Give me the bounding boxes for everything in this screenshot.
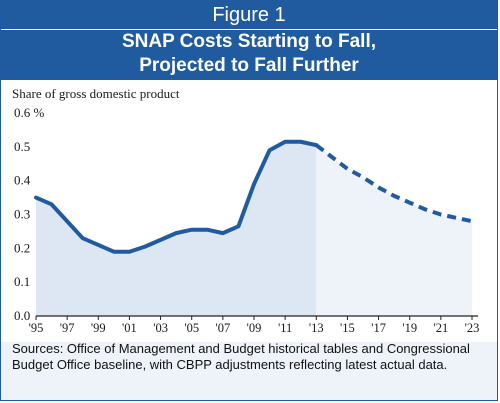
projected-area-fill — [316, 145, 472, 316]
y-tick-label: 0.2 — [14, 240, 30, 255]
y-tick-label: 0.4 — [14, 173, 31, 188]
x-tick-label: '05 — [184, 321, 199, 335]
line-chart: 0.0 0.1 0.2 0.3 0.4 0.5 0.6 % '95 '97 '99 '01 '03 '0… — [14, 105, 480, 335]
x-tick-label: '95 — [29, 321, 44, 335]
y-tick-label: 0.0 — [14, 308, 30, 323]
x-tick-label: '03 — [153, 321, 168, 335]
x-tick-label: '07 — [215, 321, 230, 335]
y-tick-label: 0.1 — [14, 274, 30, 289]
x-tick-label: '17 — [371, 321, 386, 335]
actual-series-line — [34, 139, 319, 254]
y-tick-label: 0.3 — [14, 207, 30, 222]
y-tick-label: 0.5 — [14, 139, 30, 154]
x-tick-label: '13 — [309, 321, 324, 335]
x-tick-label: '99 — [91, 321, 106, 335]
chart-title-line-2: Projected to Fall Further — [139, 55, 359, 76]
x-tick-label: '15 — [340, 321, 355, 335]
x-tick-label: '01 — [122, 321, 137, 335]
x-tick-label: '23 — [465, 321, 480, 335]
x-tick-label: '19 — [402, 321, 417, 335]
figure-label: Figure 1 — [1, 1, 497, 29]
y-tick-label: 0.6 % — [14, 105, 45, 120]
projected-series-line — [315, 143, 473, 224]
x-tick-label: '97 — [60, 321, 75, 335]
x-tick-label: '09 — [247, 321, 262, 335]
chart-title-line-1: SNAP Costs Starting to Fall, — [121, 31, 377, 52]
x-tick-label: '11 — [278, 321, 292, 335]
source-note: Sources: Office of Management and Budget… — [12, 341, 470, 372]
chart-title: SNAP Costs Starting to Fall, Projected t… — [1, 29, 497, 80]
actual-area-fill — [36, 141, 317, 316]
x-tick-label: '21 — [433, 321, 448, 335]
y-axis-label: Share of gross domestic product — [12, 86, 180, 101]
